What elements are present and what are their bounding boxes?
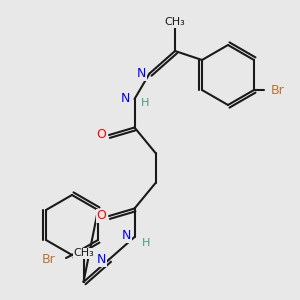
Text: N: N — [122, 229, 131, 242]
Text: H: H — [142, 238, 150, 248]
Text: O: O — [96, 128, 106, 142]
Text: H: H — [140, 98, 149, 109]
Text: N: N — [121, 92, 130, 106]
Text: N: N — [137, 67, 146, 80]
Text: O: O — [96, 209, 106, 223]
Text: CH₃: CH₃ — [165, 17, 185, 28]
Text: Br: Br — [271, 83, 284, 97]
Text: CH₃: CH₃ — [73, 248, 94, 259]
Text: Br: Br — [42, 253, 56, 266]
Text: N: N — [97, 253, 106, 266]
